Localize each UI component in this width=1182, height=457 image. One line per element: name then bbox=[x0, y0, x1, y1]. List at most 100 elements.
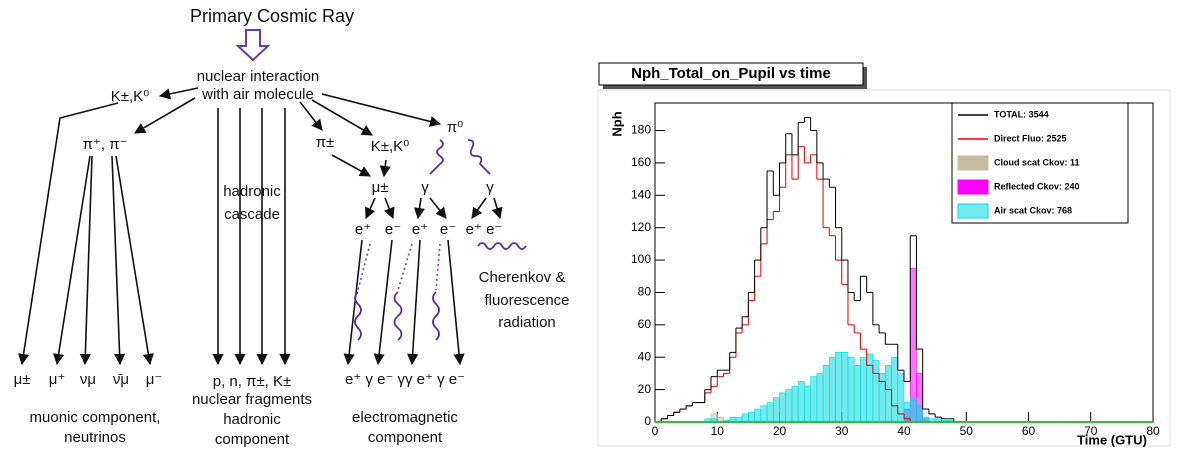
hist-bar bbox=[835, 352, 843, 423]
legend-label: TOTAL: 3544 bbox=[994, 109, 1049, 119]
caption: electromagnetic bbox=[352, 409, 458, 426]
node-label: ν̄μ bbox=[113, 371, 129, 388]
node-label: Cherenkov & bbox=[479, 269, 566, 286]
x-tick-label: 40 bbox=[897, 424, 911, 438]
hist-bar bbox=[822, 365, 830, 423]
node-label: K±,K⁰ bbox=[371, 138, 409, 155]
y-axis-label: Nph bbox=[609, 111, 624, 136]
y-tick-label: 140 bbox=[631, 187, 651, 201]
y-tick-label: 60 bbox=[638, 317, 652, 331]
legend-swatch bbox=[957, 155, 989, 171]
node-label: νμ bbox=[80, 371, 96, 388]
legend-label: Reflected Ckov: 240 bbox=[994, 181, 1080, 191]
legend-label: Air scat Ckov: 768 bbox=[994, 205, 1072, 215]
hist-bar bbox=[741, 413, 749, 423]
node-label: μ⁺ bbox=[49, 371, 66, 388]
y-tick-label: 180 bbox=[631, 123, 651, 137]
x-tick-label: 70 bbox=[1084, 424, 1098, 438]
legend-swatch bbox=[957, 203, 989, 219]
hist-bar bbox=[897, 373, 905, 423]
node-label: e⁻ bbox=[385, 221, 401, 238]
hist-bar bbox=[885, 365, 892, 423]
caption: component bbox=[368, 429, 443, 446]
hist-bar bbox=[748, 411, 755, 423]
node-label: e⁺ e⁻ bbox=[466, 221, 503, 238]
node-label: K±,K⁰ bbox=[111, 88, 149, 105]
hist-bar bbox=[779, 392, 787, 423]
y-tick-label: 80 bbox=[638, 285, 652, 299]
node-label: radiation bbox=[498, 314, 556, 331]
x-tick-label: 10 bbox=[711, 424, 725, 438]
hist-bar bbox=[791, 386, 799, 423]
node-label: μ± bbox=[372, 179, 389, 196]
hist-bar bbox=[754, 408, 762, 423]
node-label: fluorescence bbox=[484, 292, 569, 309]
legend-label: Cloud scat Ckov: 11 bbox=[994, 157, 1080, 167]
y-tick-label: 100 bbox=[631, 252, 651, 266]
hist-bar bbox=[872, 360, 880, 423]
hist-bar bbox=[804, 386, 811, 423]
hist-bar bbox=[853, 365, 861, 423]
node-label: with air molecule bbox=[201, 86, 314, 103]
node-label: γ bbox=[486, 179, 494, 196]
histogram-chart: Nph_Total_on_Pupil vs time Nph Time (GTU… bbox=[597, 62, 1171, 447]
y-tick-label: 0 bbox=[644, 414, 651, 428]
hist-bar bbox=[916, 405, 923, 423]
x-tick-label: 0 bbox=[652, 424, 659, 438]
x-axis-label: Time (GTU) bbox=[1077, 432, 1147, 447]
x-tick-label: 20 bbox=[773, 424, 787, 438]
node-label: nuclear fragments bbox=[192, 391, 312, 408]
hist-bar bbox=[760, 405, 768, 423]
node-label: π⁰ bbox=[447, 119, 463, 136]
node-label: e⁻ bbox=[440, 221, 456, 238]
hist-bar bbox=[810, 376, 818, 423]
arrows bbox=[18, 87, 503, 366]
caption: muonic component, bbox=[30, 409, 161, 426]
node-label: e⁺ γ e⁻ γγ e⁺ γ e⁻ bbox=[345, 371, 465, 388]
node-label: nuclear interaction bbox=[197, 68, 320, 85]
hist-bar bbox=[909, 397, 917, 423]
node-label: μ⁻ bbox=[146, 371, 163, 388]
node-label: cascade bbox=[224, 206, 280, 223]
shower-diagram: Primary Cosmic Ray nuclear interaction w… bbox=[14, 6, 570, 448]
hist-bar bbox=[772, 397, 780, 423]
legend-swatch bbox=[957, 179, 989, 195]
x-tick-label: 30 bbox=[835, 424, 849, 438]
title-box bbox=[598, 62, 864, 86]
hist-bar bbox=[816, 373, 824, 423]
node-label: μ± bbox=[14, 371, 31, 388]
hist-bar bbox=[891, 356, 899, 423]
y-tick-label: 20 bbox=[638, 382, 652, 396]
node-label: p, n, π±, K± bbox=[213, 373, 292, 390]
y-tick-label: 160 bbox=[631, 155, 651, 169]
x-tick-label: 80 bbox=[1146, 424, 1160, 438]
hist-bar bbox=[766, 402, 774, 423]
node-label: e⁺ bbox=[355, 221, 371, 238]
node-label: hadronic bbox=[223, 183, 281, 200]
hist-bar bbox=[841, 352, 849, 423]
node-label: e⁺ bbox=[412, 221, 428, 238]
y-tick-label: 40 bbox=[638, 349, 652, 363]
node-label: π⁺, π⁻ bbox=[83, 136, 128, 153]
primary-arrow bbox=[235, 29, 271, 62]
caption: neutrinos bbox=[64, 429, 126, 446]
chart-title: Nph_Total_on_Pupil vs time bbox=[631, 65, 831, 82]
hist-bar bbox=[785, 389, 793, 423]
caption: hadronic bbox=[223, 411, 281, 428]
hist-bar bbox=[866, 353, 874, 423]
legend-label: Direct Fluo: 2525 bbox=[994, 133, 1067, 143]
hist-bar bbox=[878, 373, 886, 423]
node-label: γ bbox=[421, 179, 429, 196]
photon-waves bbox=[354, 139, 527, 341]
y-tick-label: 120 bbox=[631, 220, 651, 234]
x-tick-label: 50 bbox=[960, 424, 974, 438]
x-tick-label: 60 bbox=[1022, 424, 1036, 438]
diagram-title: Primary Cosmic Ray bbox=[190, 6, 354, 26]
caption: component bbox=[215, 431, 290, 448]
node-label: π± bbox=[316, 134, 335, 151]
hist-bar bbox=[860, 356, 867, 423]
hist-bar bbox=[797, 381, 805, 423]
hist-bar bbox=[847, 356, 855, 423]
hist-bar bbox=[828, 356, 836, 423]
